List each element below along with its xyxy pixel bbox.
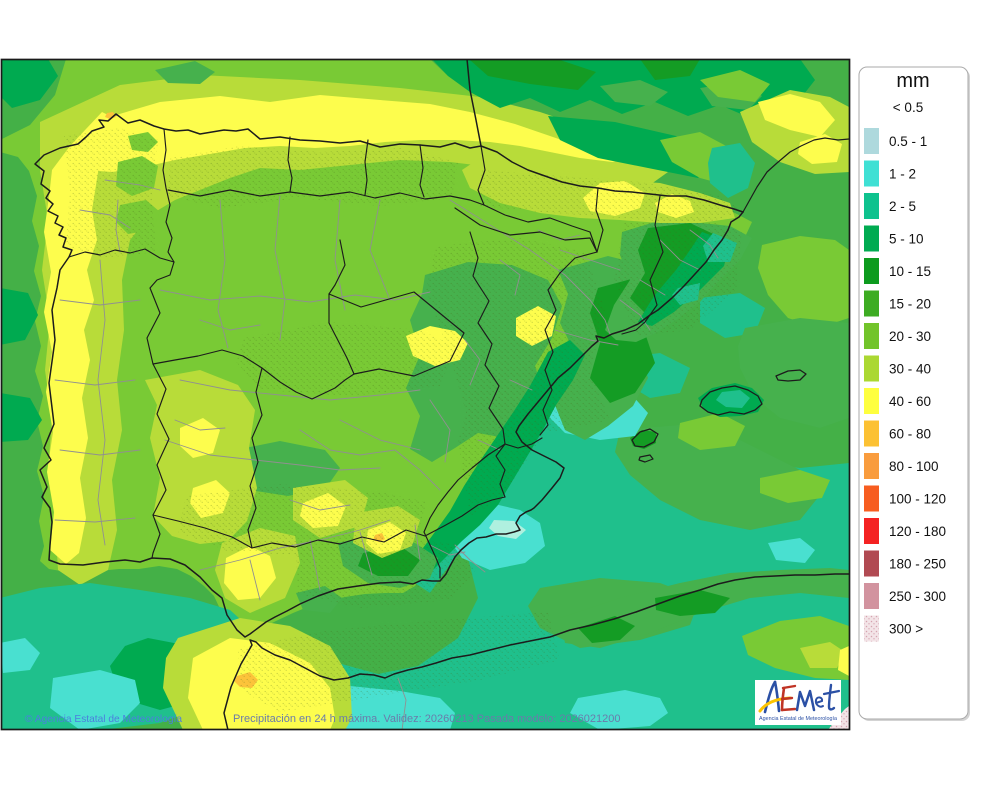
svg-text:60 - 80: 60 - 80 [889, 426, 931, 441]
svg-text:1 - 2: 1 - 2 [889, 166, 916, 181]
svg-text:mm: mm [896, 70, 929, 92]
svg-text:40 - 60: 40 - 60 [889, 394, 931, 409]
svg-text:0.5 - 1: 0.5 - 1 [889, 134, 927, 149]
svg-text:300 >: 300 > [889, 621, 923, 636]
svg-text:20 - 30: 20 - 30 [889, 329, 931, 344]
svg-text:10 - 15: 10 - 15 [889, 264, 931, 279]
svg-text:30 - 40: 30 - 40 [889, 361, 931, 376]
svg-text:120 - 180: 120 - 180 [889, 524, 946, 539]
svg-text:2 - 5: 2 - 5 [889, 199, 916, 214]
svg-text:100 - 120: 100 - 120 [889, 491, 946, 506]
svg-text:< 0.5: < 0.5 [893, 100, 923, 115]
svg-text:Agencia Estatal de Meteorologí: Agencia Estatal de Meteorología [759, 716, 837, 722]
svg-text:© Agencia Estatal de Meteorolo: © Agencia Estatal de Meteorología [25, 714, 182, 725]
svg-text:80 - 100: 80 - 100 [889, 459, 939, 474]
svg-text:180 - 250: 180 - 250 [889, 556, 946, 571]
svg-text:15 - 20: 15 - 20 [889, 296, 931, 311]
svg-text:Precipitación en 24 h máxima.: Precipitación en 24 h máxima. Validez: 2… [233, 713, 621, 725]
svg-text:5 - 10: 5 - 10 [889, 231, 924, 246]
svg-text:250 - 300: 250 - 300 [889, 589, 946, 604]
